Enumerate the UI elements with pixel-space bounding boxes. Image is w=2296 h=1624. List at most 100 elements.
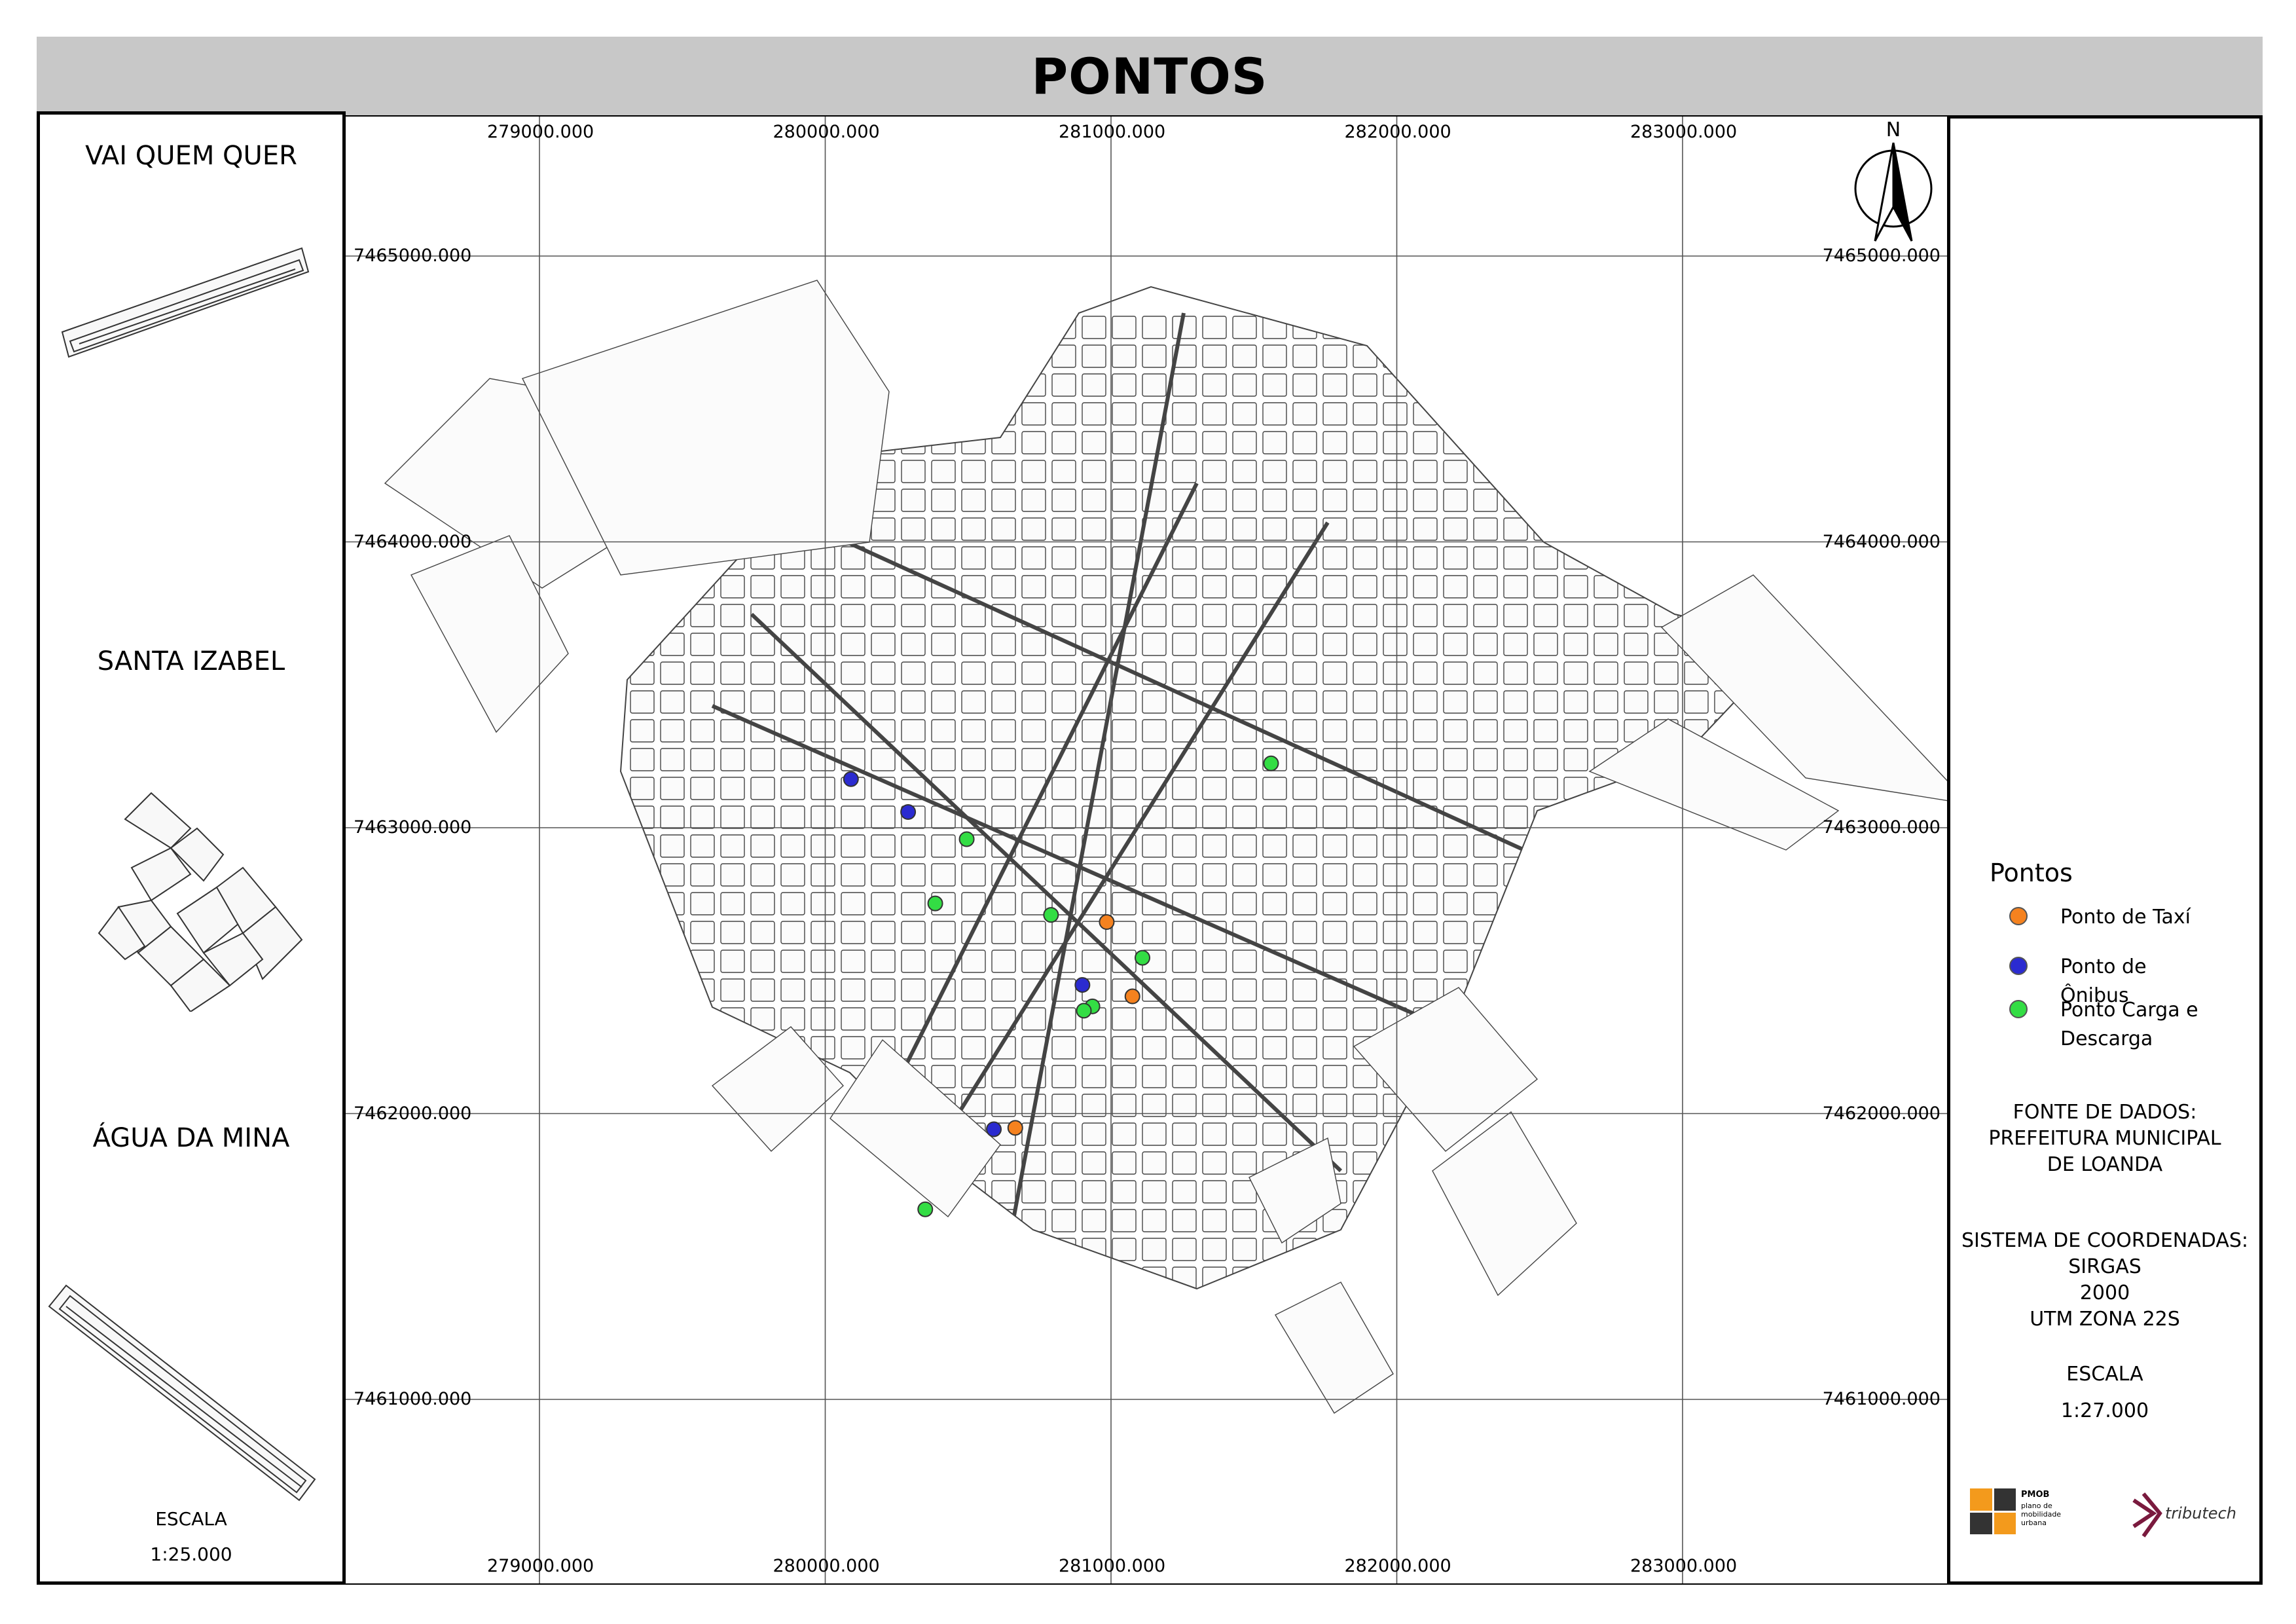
city-block xyxy=(1353,892,1377,915)
city-block xyxy=(1624,489,1649,512)
city-block xyxy=(991,633,1016,656)
city-block xyxy=(1322,921,1347,944)
legend-item-onibus: Ponto de Ônibus xyxy=(1990,953,2217,1010)
city-block xyxy=(1624,1296,1648,1318)
city-block xyxy=(1473,805,1498,829)
city-block xyxy=(1714,719,1739,743)
city-block xyxy=(901,661,926,685)
city-block xyxy=(931,863,956,887)
city-block xyxy=(871,1296,895,1318)
city-block xyxy=(780,604,805,627)
city-block xyxy=(811,777,835,800)
city-block xyxy=(1624,431,1649,454)
map-point-carga[interactable] xyxy=(927,895,943,912)
city-block xyxy=(1202,892,1227,915)
city-block xyxy=(1112,1180,1137,1204)
city-block xyxy=(1774,460,1793,483)
city-block xyxy=(1353,921,1377,944)
city-block xyxy=(811,633,835,656)
city-block xyxy=(1262,1036,1287,1060)
city-block xyxy=(1413,1238,1438,1261)
city-block xyxy=(630,748,655,771)
city-block xyxy=(1202,1007,1227,1031)
map-point-taxi[interactable] xyxy=(1007,1120,1023,1136)
city-block xyxy=(1232,1094,1257,1117)
city-block xyxy=(1533,604,1558,627)
city-block xyxy=(1654,431,1679,454)
city-block xyxy=(1172,950,1197,973)
city-block xyxy=(1383,805,1408,829)
main-map[interactable]: N 279000.000 279000.000 280000.000 280000.0… xyxy=(346,115,1947,1585)
city-block xyxy=(841,863,866,887)
city-block xyxy=(630,777,655,800)
source-line: PREFEITURA MUNICIPAL xyxy=(1988,1127,2221,1150)
city-block xyxy=(1051,373,1076,397)
city-block xyxy=(1082,1209,1106,1232)
city-block xyxy=(1413,575,1438,599)
city-block xyxy=(871,748,896,771)
city-block xyxy=(1654,805,1679,829)
map-point-onibus[interactable] xyxy=(843,771,859,787)
city-block xyxy=(660,1065,685,1088)
city-block xyxy=(1172,402,1197,426)
city-block xyxy=(1533,316,1558,339)
map-point-carga[interactable] xyxy=(1135,950,1151,966)
map-canvas[interactable]: N xyxy=(346,117,1947,1585)
map-point-onibus[interactable] xyxy=(1074,977,1091,993)
map-point-taxi[interactable] xyxy=(1124,988,1140,1005)
city-block xyxy=(1172,604,1197,627)
city-block xyxy=(1021,950,1046,973)
city-block xyxy=(1202,575,1227,599)
city-block xyxy=(1021,1151,1046,1175)
city-block xyxy=(811,950,835,973)
city-block xyxy=(750,1151,775,1175)
city-block xyxy=(1684,1007,1709,1031)
city-block xyxy=(901,978,926,1002)
pmob-logo-subtext: plano de mobilidade urbana xyxy=(2021,1502,2062,1527)
y-tick-label-left: 7461000.000 xyxy=(354,1389,472,1409)
map-point-carga[interactable] xyxy=(958,831,975,847)
map-point-onibus[interactable] xyxy=(900,803,917,820)
city-block xyxy=(1774,1266,1793,1289)
city-block xyxy=(1654,344,1679,368)
city-block xyxy=(1624,344,1649,368)
city-block xyxy=(1383,1238,1408,1261)
city-block xyxy=(1774,373,1793,397)
city-block xyxy=(1112,1209,1137,1232)
city-block xyxy=(660,978,685,1002)
city-block xyxy=(1594,517,1618,541)
map-point-carga[interactable] xyxy=(1076,1003,1092,1019)
city-block xyxy=(1051,517,1076,541)
city-block xyxy=(1112,316,1137,339)
city-block xyxy=(1503,344,1528,368)
map-point-carga[interactable] xyxy=(1043,907,1059,923)
city-block xyxy=(1353,1065,1377,1088)
city-block xyxy=(690,1036,715,1060)
city-block xyxy=(901,316,926,339)
city-block xyxy=(1082,921,1106,944)
x-tick-label-bottom: 283000.000 xyxy=(1630,1556,1738,1576)
city-block xyxy=(1292,1094,1317,1117)
left-inset-panel: VAI QUEM QUER SANTA IZABEL ÁGUA DA MINA xyxy=(37,111,346,1585)
city-block xyxy=(1413,748,1438,771)
city-block xyxy=(1112,892,1137,915)
city-block xyxy=(1142,1036,1167,1060)
city-block xyxy=(811,1238,835,1261)
map-point-onibus[interactable] xyxy=(986,1121,1002,1137)
city-block xyxy=(992,1296,1015,1318)
map-point-carga[interactable] xyxy=(1263,755,1279,771)
city-block xyxy=(1473,604,1498,627)
city-block xyxy=(1684,460,1709,483)
city-block xyxy=(630,1266,655,1289)
map-point-carga[interactable] xyxy=(917,1201,934,1217)
source-line: DE LOANDA xyxy=(2047,1153,2163,1176)
city-block xyxy=(1533,546,1558,570)
city-block xyxy=(871,805,896,829)
city-block xyxy=(630,690,655,714)
city-block xyxy=(660,950,685,973)
map-point-taxi[interactable] xyxy=(1099,914,1115,931)
city-block xyxy=(1172,863,1197,887)
city-block xyxy=(1533,777,1558,800)
city-block xyxy=(901,402,926,426)
city-block xyxy=(1233,1296,1256,1318)
